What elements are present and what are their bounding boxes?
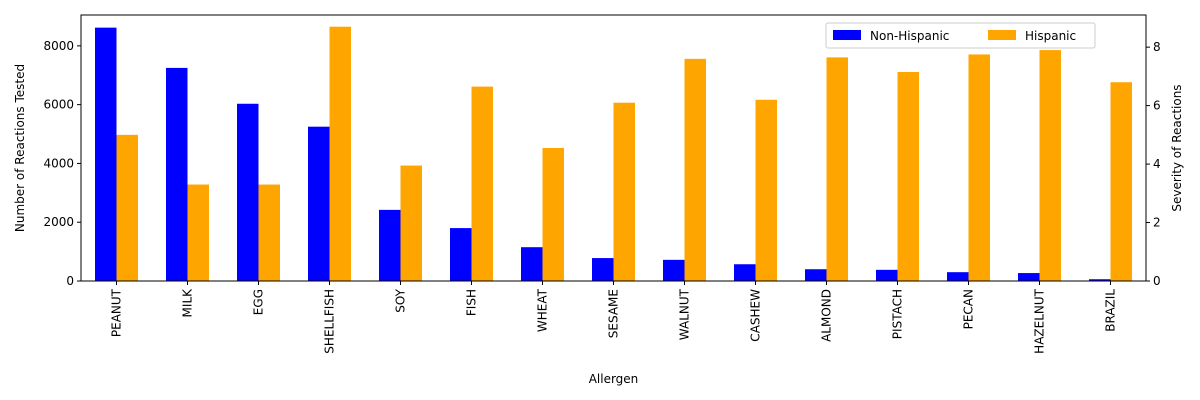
bar-nonhispanic-fish (450, 228, 472, 281)
bars-layer (95, 26, 1132, 282)
bar-hispanic-shellfish (329, 26, 351, 282)
right-tick-label: 8 (1153, 40, 1161, 54)
bar-nonhispanic-walnut (663, 259, 685, 281)
left-y-axis: 0 2000 4000 6000 8000 (43, 39, 81, 288)
legend: Non-Hispanic Hispanic (825, 22, 1096, 49)
bar-hispanic-fish (471, 86, 493, 281)
bar-hispanic-sesame (613, 102, 635, 281)
bar-hispanic-hazelnut (1039, 50, 1061, 282)
bar-nonhispanic-pistach (876, 269, 898, 281)
x-tick-label-cashew: CASHEW (749, 289, 763, 342)
x-tick-label-pistach: PISTACH (891, 289, 905, 339)
right-tick-label: 2 (1153, 216, 1161, 230)
right-tick-label: 6 (1153, 99, 1161, 113)
bar-nonhispanic-almond (805, 269, 827, 281)
left-tick-label: 6000 (43, 98, 74, 112)
bar-hispanic-peanut (116, 134, 138, 281)
right-y-axis-title: Severity of Reactions (1170, 84, 1184, 211)
right-tick-label: 4 (1153, 157, 1161, 171)
legend-box (825, 22, 1096, 49)
x-tick-label-fish: FISH (465, 289, 479, 316)
bar-nonhispanic-sesame (592, 258, 614, 281)
legend-label-hispanic: Hispanic (1025, 29, 1076, 43)
bar-hispanic-brazil (1110, 82, 1132, 281)
left-tick-label: 8000 (43, 39, 74, 53)
left-tick-label: 0 (66, 274, 74, 288)
bar-hispanic-pecan (968, 54, 990, 281)
bar-nonhispanic-shellfish (308, 126, 330, 281)
bar-nonhispanic-egg (237, 103, 259, 281)
x-axis: PEANUT MILK EGG SHELLFISH SOY FISH WHEAT SESAME… (110, 281, 1118, 354)
x-axis-title: Allergen (589, 372, 639, 386)
x-tick-label-pecan: PECAN (962, 289, 976, 329)
x-tick-label-hazelnut: HAZELNUT (1033, 288, 1047, 353)
bar-nonhispanic-peanut (95, 27, 117, 282)
bar-hispanic-wheat (542, 148, 564, 281)
x-tick-label-walnut: WALNUT (678, 288, 692, 340)
bar-nonhispanic-soy (379, 209, 401, 281)
bar-nonhispanic-wheat (521, 247, 543, 281)
bar-nonhispanic-brazil (1089, 279, 1111, 281)
bar-nonhispanic-pecan (947, 272, 969, 281)
left-tick-label: 4000 (43, 156, 74, 170)
left-tick-label: 2000 (43, 215, 74, 229)
x-tick-label-milk: MILK (181, 288, 195, 318)
bar-hispanic-walnut (684, 58, 706, 281)
x-tick-label-soy: SOY (394, 288, 408, 312)
x-tick-label-shellfish: SHELLFISH (323, 289, 337, 354)
x-tick-label-almond: ALMOND (820, 289, 834, 342)
x-tick-label-brazil: BRAZIL (1104, 289, 1118, 332)
bar-hispanic-almond (826, 57, 848, 282)
bar-hispanic-egg (258, 184, 280, 281)
left-y-axis-title: Number of Reactions Tested (13, 64, 27, 232)
bar-hispanic-pistach (897, 72, 919, 281)
legend-swatch-nonhispanic (833, 30, 861, 40)
bar-nonhispanic-milk (166, 67, 188, 282)
legend-label-nonhispanic: Non-Hispanic (870, 29, 949, 43)
x-tick-label-egg: EGG (252, 289, 266, 315)
bar-hispanic-milk (187, 184, 209, 281)
bar-nonhispanic-cashew (734, 264, 756, 281)
right-y-axis: 0 2 4 6 8 (1146, 40, 1161, 288)
bar-hispanic-soy (400, 165, 422, 281)
bar-nonhispanic-hazelnut (1018, 273, 1040, 281)
x-tick-label-peanut: PEANUT (110, 288, 124, 337)
bar-hispanic-cashew (755, 99, 777, 282)
x-tick-label-sesame: SESAME (607, 289, 621, 338)
x-tick-label-wheat: WHEAT (536, 288, 550, 332)
right-tick-label: 0 (1153, 274, 1161, 288)
legend-swatch-hispanic (988, 30, 1016, 40)
